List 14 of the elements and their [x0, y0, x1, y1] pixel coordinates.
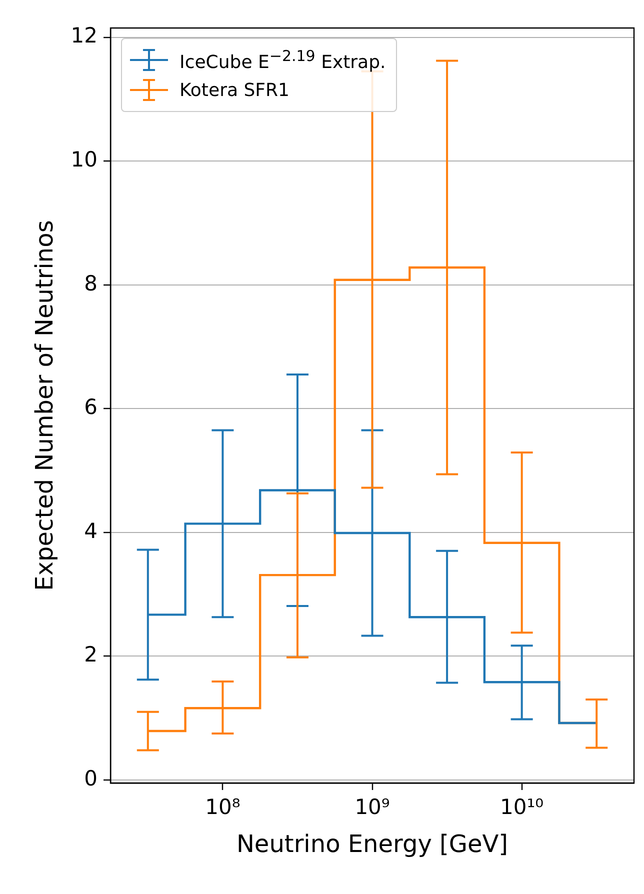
y-tick-label: 0: [84, 766, 98, 790]
legend-label: IceCube E$^{−2.19}$ Extrap.: [180, 47, 386, 73]
y-tick-label: 4: [84, 518, 98, 543]
y-tick-label: 10: [70, 148, 98, 172]
y-tick-label: 2: [84, 642, 98, 667]
y-axis-title: Expected Number of Neutrinos: [30, 220, 59, 591]
x-tick-label: 10⁸: [205, 795, 240, 820]
y-tick-label: 8: [84, 271, 98, 296]
x-axis-title: Neutrino Energy [GeV]: [236, 830, 508, 858]
y-tick-label: 12: [70, 24, 98, 48]
x-tick-label: 10¹⁰: [500, 795, 544, 820]
x-tick-label: 10⁹: [354, 795, 390, 820]
legend-label: Kotera SFR1: [180, 80, 290, 100]
y-tick-label: 6: [84, 395, 98, 420]
